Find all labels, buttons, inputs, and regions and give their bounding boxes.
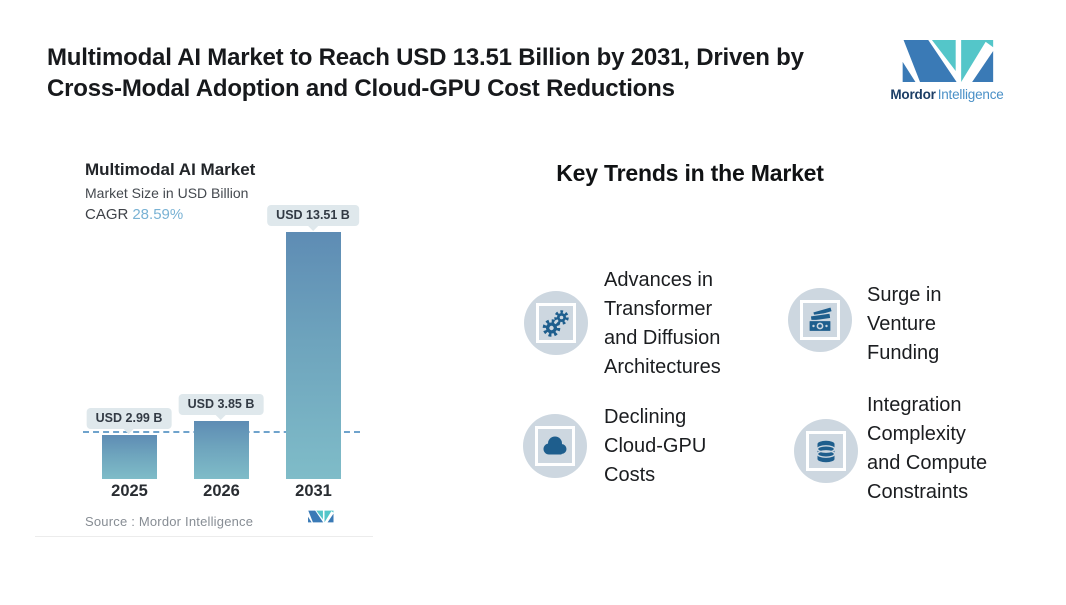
bar-2031 bbox=[286, 232, 341, 479]
axis-label-2026: 2026 bbox=[203, 482, 240, 500]
axis-label-2025: 2025 bbox=[111, 482, 148, 500]
trend-badge-funding bbox=[788, 288, 852, 352]
trend-text-funding: Surge in Venture Funding bbox=[867, 284, 942, 364]
brand-name: Mordor Intelligence bbox=[888, 87, 1006, 102]
chart-cagr: CAGR 28.59% bbox=[85, 206, 183, 223]
axis-label-2031: 2031 bbox=[295, 482, 332, 500]
bar-chart-plot: USD 2.99 B USD 3.85 B USD 13.51 B bbox=[35, 130, 373, 479]
cagr-value: 28.59% bbox=[132, 206, 184, 223]
brand-name-intelligence: Intelligence bbox=[937, 87, 1004, 102]
money-icon bbox=[800, 300, 840, 340]
trends-heading: Key Trends in the Market bbox=[556, 160, 824, 186]
trend-badge-compute bbox=[794, 419, 858, 483]
trend-text-cloud: Declining Cloud-GPU Costs bbox=[604, 406, 707, 486]
chart-title: Multimodal AI Market bbox=[85, 160, 256, 179]
gears-icon bbox=[536, 303, 576, 343]
brand-logo: Mordor Intelligence bbox=[888, 38, 1006, 102]
market-chart-card: Multimodal AI Market Market Size in USD … bbox=[35, 130, 373, 537]
mini-logo-icon bbox=[308, 510, 334, 523]
data-label-2031: USD 13.51 B bbox=[267, 205, 359, 226]
cagr-label: CAGR bbox=[85, 206, 129, 223]
trend-text-compute: Integration Complexity and Compute Const… bbox=[867, 394, 988, 503]
data-label-2026: USD 3.85 B bbox=[178, 394, 264, 415]
mordor-intelligence-logo-icon bbox=[902, 39, 994, 83]
database-icon bbox=[806, 431, 846, 471]
bar-2025 bbox=[102, 435, 157, 479]
bar-2026 bbox=[194, 421, 249, 479]
trend-badge-cloud bbox=[523, 414, 587, 478]
cloud-icon bbox=[535, 426, 575, 466]
page-title: Multimodal AI Market to Reach USD 13.51 … bbox=[47, 44, 804, 102]
trend-text-architectures: Advances in Transformer and Diffusion Ar… bbox=[604, 269, 721, 378]
data-label-2025: USD 2.99 B bbox=[86, 408, 172, 429]
chart-source: Source : Mordor Intelligence bbox=[85, 514, 254, 529]
chart-subtitle: Market Size in USD Billion bbox=[85, 185, 249, 201]
brand-name-mordor: Mordor bbox=[890, 87, 936, 102]
trend-badge-architectures bbox=[524, 291, 588, 355]
